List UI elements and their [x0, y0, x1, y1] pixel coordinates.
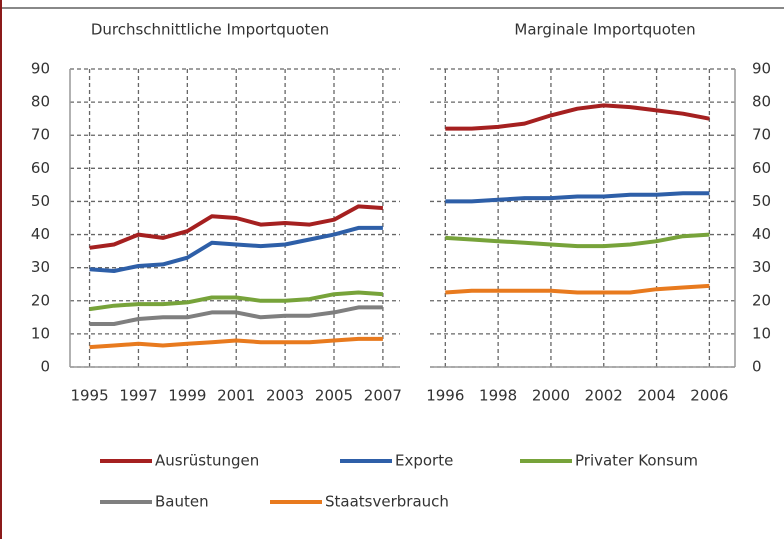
- series-line: [89, 290, 384, 312]
- legend-label: Exporte: [395, 452, 453, 470]
- y-tick-label: 30: [752, 258, 771, 276]
- y-tick-label: 50: [31, 192, 50, 210]
- x-tick-label: 2000: [532, 387, 570, 405]
- x-tick-label: 2004: [637, 387, 675, 405]
- y-tick-label: 0: [752, 358, 762, 376]
- x-tick-label: 2003: [266, 387, 304, 405]
- y-tick-label: 10: [752, 324, 771, 342]
- y-tick-label: 70: [31, 126, 50, 144]
- x-tick-label: 2007: [364, 387, 402, 405]
- y-tick-label: 40: [31, 225, 50, 243]
- series-line: [445, 103, 710, 131]
- x-tick-label: 1997: [119, 387, 157, 405]
- y-tick-label: 60: [31, 159, 50, 177]
- chart-title: Durchschnittliche Importquoten: [91, 21, 329, 39]
- x-tick-label: 2002: [585, 387, 623, 405]
- y-tick-label: 60: [752, 159, 771, 177]
- x-tick-label: 2006: [690, 387, 728, 405]
- series-line: [89, 305, 383, 326]
- legend-label: Staatsverbrauch: [325, 493, 449, 511]
- y-tick-label: 90: [31, 60, 50, 78]
- y-tick-label: 0: [40, 358, 50, 376]
- legend-label: Bauten: [155, 493, 209, 511]
- series-line: [89, 225, 383, 273]
- y-tick-label: 10: [31, 324, 50, 342]
- x-tick-label: 2001: [217, 387, 255, 405]
- y-tick-label: 70: [752, 126, 771, 144]
- y-tick-label: 20: [31, 291, 50, 309]
- y-tick-label: 20: [752, 291, 771, 309]
- y-tick-label: 40: [752, 225, 771, 243]
- series-line: [89, 204, 384, 250]
- x-tick-label: 2005: [315, 387, 353, 405]
- x-tick-label: 1995: [70, 387, 108, 405]
- series-line: [89, 336, 383, 350]
- y-tick-label: 80: [31, 93, 50, 111]
- x-tick-label: 1996: [426, 387, 464, 405]
- legend-label: Privater Konsum: [575, 452, 698, 470]
- y-tick-label: 90: [752, 60, 771, 78]
- y-tick-label: 80: [752, 93, 771, 111]
- chart-title: Marginale Importquoten: [514, 21, 695, 39]
- series-line: [445, 191, 710, 204]
- x-tick-label: 1998: [479, 387, 517, 405]
- y-tick-label: 50: [752, 192, 771, 210]
- x-tick-label: 1999: [168, 387, 206, 405]
- series-line: [445, 283, 710, 295]
- series-line: [445, 232, 710, 249]
- legend-label: Ausrüstungen: [155, 452, 259, 470]
- y-tick-label: 30: [31, 258, 50, 276]
